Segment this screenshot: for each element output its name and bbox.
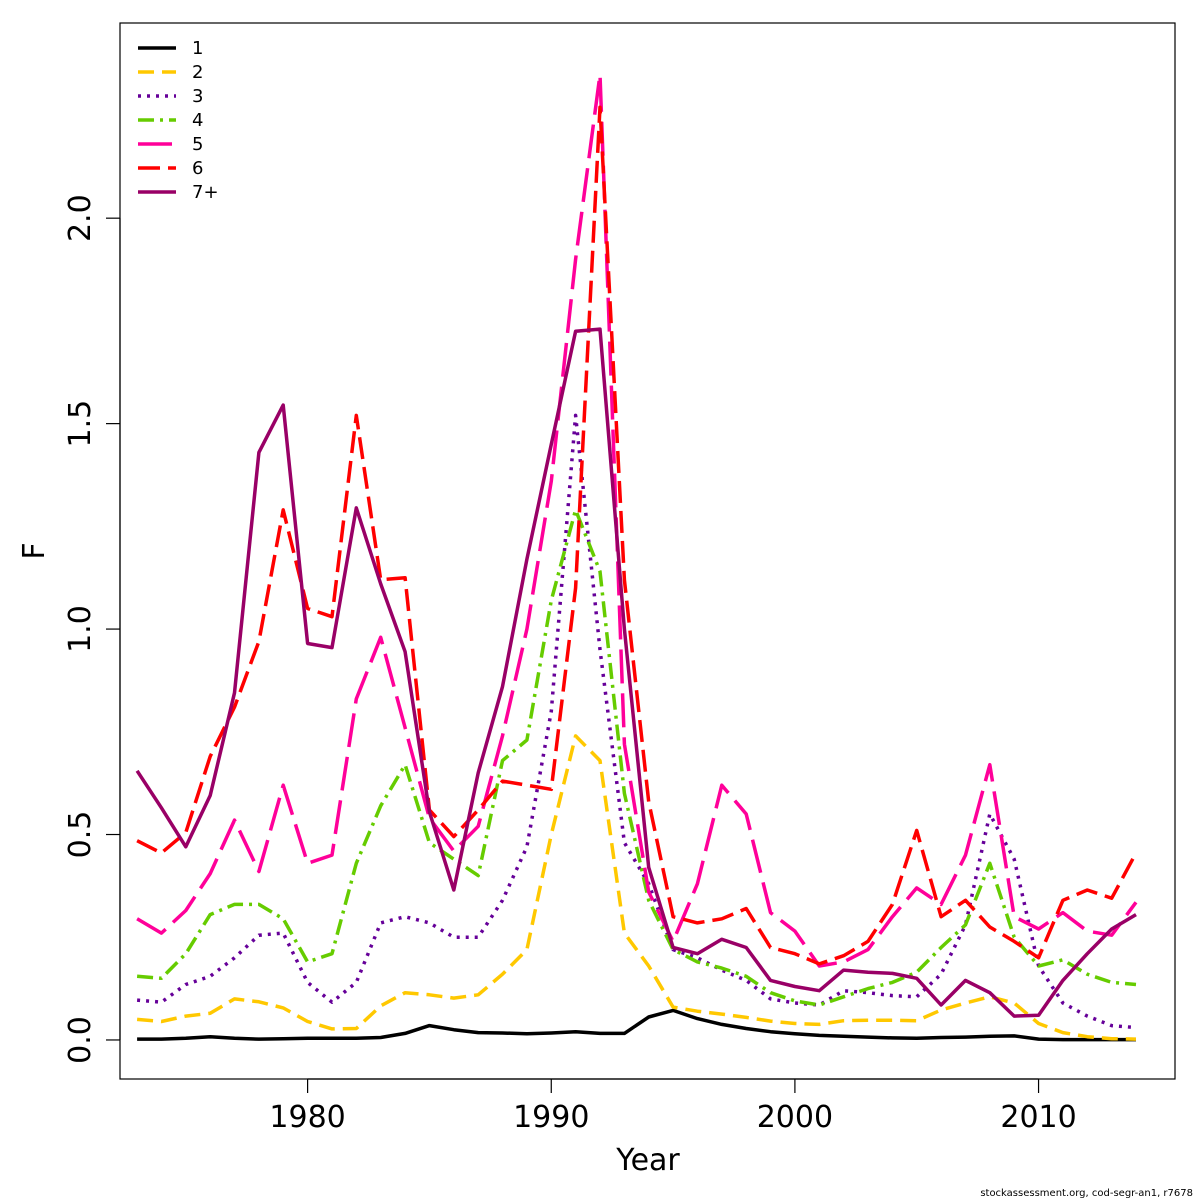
x-tick-label: 1990 — [513, 1100, 589, 1135]
legend-label: 3 — [192, 86, 203, 107]
y-axis-title: F — [17, 542, 52, 559]
y-tick-label: 1.5 — [63, 400, 98, 448]
series-line-4 — [136, 508, 1137, 1007]
legend-label: 4 — [192, 110, 203, 131]
y-axis: 0.0 0.5 1.0 1.5 2.0 — [63, 194, 121, 1064]
series-lines — [135, 72, 1138, 1042]
credit-text: stockassessment.org, cod-segr-an1, r7678 — [980, 1188, 1193, 1199]
series-line-1 — [137, 1008, 1136, 1042]
plot-frame — [119, 22, 1176, 1080]
series-line-6 — [136, 105, 1138, 966]
legend-label: 6 — [192, 158, 203, 179]
y-tick-label: 0.5 — [63, 811, 98, 859]
legend-label: 1 — [192, 38, 203, 59]
series-line-2 — [136, 734, 1137, 1041]
series-line-5 — [136, 72, 1138, 968]
series-line-7plus — [135, 327, 1137, 1018]
legend-label: 5 — [192, 134, 203, 155]
x-tick-label: 1980 — [269, 1100, 345, 1135]
legend: 1 2 3 4 5 6 7+ — [138, 38, 219, 203]
x-axis: 1980 1990 2000 2010 — [269, 1078, 1077, 1135]
y-tick-label: 2.0 — [63, 194, 98, 242]
y-tick-label: 0.0 — [63, 1016, 98, 1064]
x-tick-label: 2010 — [1000, 1100, 1076, 1135]
legend-label: 7+ — [192, 182, 219, 203]
x-tick-label: 2000 — [757, 1100, 833, 1135]
x-axis-title: Year — [615, 1143, 680, 1178]
series-line-3 — [136, 413, 1137, 1030]
legend-label: 2 — [192, 62, 203, 83]
y-tick-label: 1.0 — [63, 605, 98, 653]
